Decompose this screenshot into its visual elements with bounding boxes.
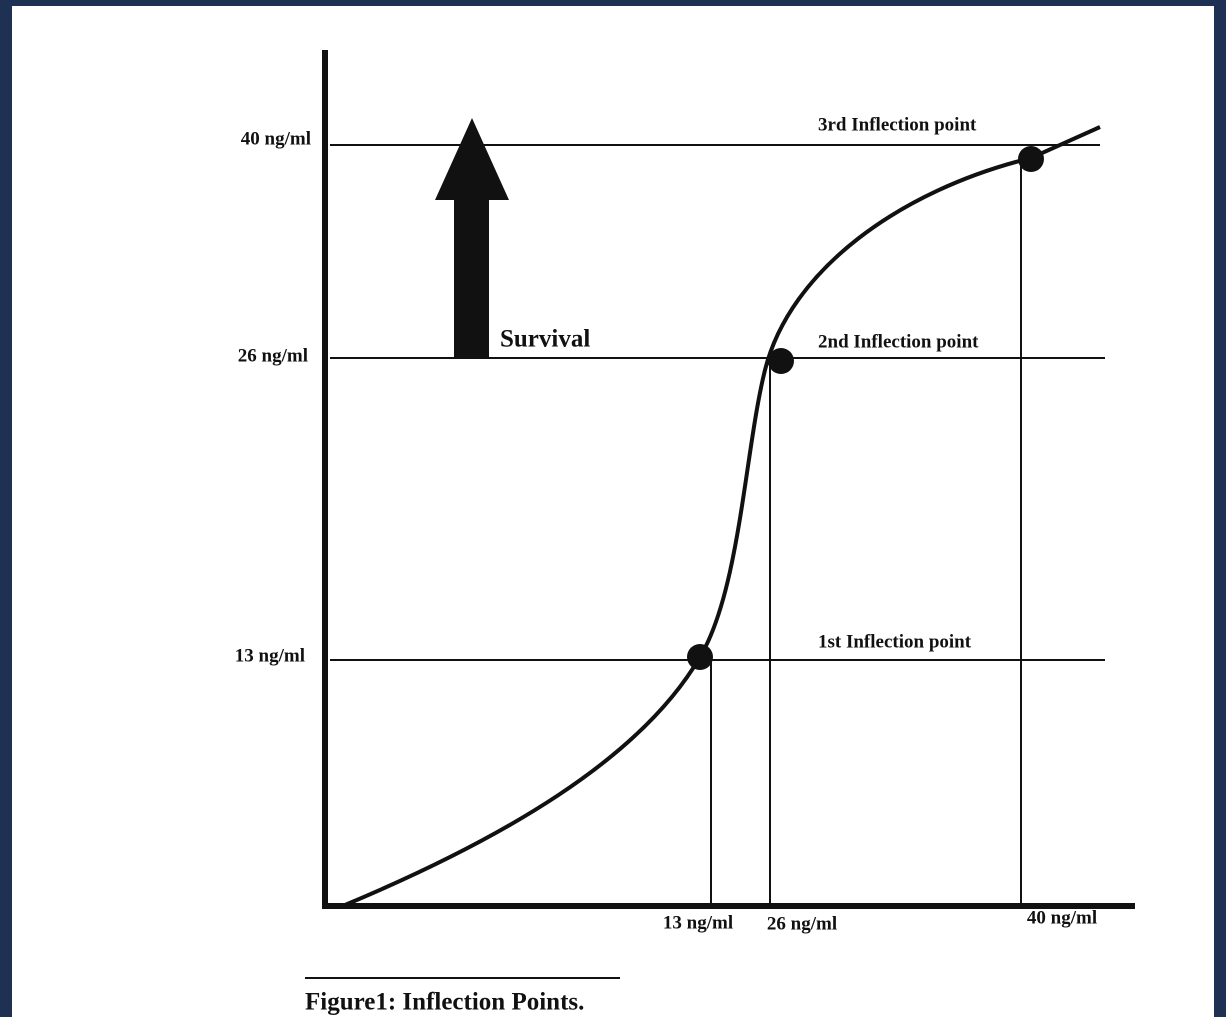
curve [344, 125, 1101, 907]
point-label: 2nd Inflection point [818, 331, 979, 352]
page [12, 6, 1214, 1017]
arrow-head [435, 118, 509, 200]
point [1018, 146, 1044, 172]
point-label: 3rd Inflection point [818, 114, 977, 135]
y-label: 13 ng/ml [235, 645, 305, 666]
x-label: 13 ng/ml [663, 912, 733, 933]
guides [330, 144, 1105, 905]
y-label: 26 ng/ml [238, 345, 308, 366]
point [768, 348, 794, 374]
x-label: 40 ng/ml [1027, 907, 1097, 928]
caption: Figure1: Inflection Points. [305, 989, 584, 1016]
x-label: 26 ng/ml [767, 913, 837, 934]
point [687, 644, 713, 670]
arrow-label: Survival [500, 326, 590, 353]
y-label: 40 ng/ml [241, 128, 311, 149]
arrow-shaft [454, 198, 489, 359]
point-label: 1st Inflection point [818, 631, 972, 652]
